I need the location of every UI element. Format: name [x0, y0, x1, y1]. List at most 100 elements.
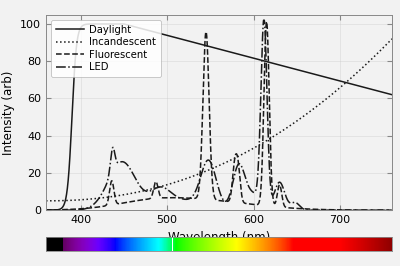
Bar	[179, 237, 180, 251]
Bar	[329, 237, 330, 251]
Bar	[182, 237, 183, 251]
Bar	[145, 237, 146, 251]
Daylight	[121, 22, 126, 26]
Bar	[359, 237, 360, 251]
Bar	[220, 237, 221, 251]
Bar	[208, 237, 209, 251]
Bar	[50, 237, 51, 251]
Bar	[378, 237, 379, 251]
Bar	[331, 237, 332, 251]
Bar	[202, 237, 203, 251]
Bar	[286, 237, 287, 251]
Bar	[273, 237, 274, 251]
Bar	[75, 237, 76, 251]
Bar	[72, 237, 73, 251]
Bar	[184, 237, 185, 251]
Bar	[246, 237, 247, 251]
Bar	[73, 237, 74, 251]
Bar	[297, 237, 298, 251]
Bar	[122, 237, 123, 251]
Bar	[354, 237, 355, 251]
Bar	[102, 237, 103, 251]
Bar	[144, 237, 145, 251]
Bar	[125, 237, 126, 251]
Bar	[360, 237, 361, 251]
Bar	[55, 237, 56, 251]
Bar	[310, 237, 311, 251]
Bar	[318, 237, 319, 251]
Bar	[268, 237, 269, 251]
Bar	[277, 237, 278, 251]
Bar	[165, 237, 166, 251]
Bar	[257, 237, 258, 251]
Incandescent	[83, 198, 88, 201]
Bar	[201, 237, 202, 251]
Bar	[379, 237, 380, 251]
Bar	[170, 237, 171, 251]
Bar	[373, 237, 374, 251]
Bar	[256, 237, 257, 251]
Bar	[290, 237, 291, 251]
Bar	[136, 237, 137, 251]
Fluorescent	[390, 209, 394, 212]
Bar	[74, 237, 75, 251]
Bar	[263, 237, 264, 251]
Bar	[205, 237, 206, 251]
Bar	[143, 237, 144, 251]
Bar	[92, 237, 93, 251]
Bar	[160, 237, 161, 251]
Bar	[271, 237, 272, 251]
Bar	[67, 237, 68, 251]
Bar	[322, 237, 323, 251]
Bar	[321, 237, 322, 251]
Bar	[54, 237, 55, 251]
Bar	[81, 237, 82, 251]
Incandescent	[390, 37, 394, 40]
Bar	[48, 237, 49, 251]
Bar	[247, 237, 248, 251]
Bar	[225, 237, 226, 251]
Bar	[229, 237, 230, 251]
Bar	[241, 237, 242, 251]
Bar	[206, 237, 207, 251]
Bar	[156, 237, 157, 251]
Bar	[192, 237, 193, 251]
Bar	[83, 237, 84, 251]
Bar	[105, 237, 106, 251]
Bar	[347, 237, 348, 251]
Bar	[348, 237, 349, 251]
Bar	[181, 237, 182, 251]
Bar	[330, 237, 331, 251]
LED	[83, 207, 88, 210]
Bar	[304, 237, 305, 251]
Bar	[171, 237, 172, 251]
Bar	[302, 237, 303, 251]
Bar	[84, 237, 85, 251]
Bar	[383, 237, 384, 251]
Bar	[259, 237, 260, 251]
Bar	[323, 237, 324, 251]
Bar	[149, 237, 150, 251]
Bar	[123, 237, 124, 251]
Bar	[174, 237, 175, 251]
Bar	[52, 237, 53, 251]
Incandescent	[176, 180, 181, 183]
Bar	[252, 237, 253, 251]
Bar	[326, 237, 327, 251]
Bar	[307, 237, 308, 251]
Bar	[372, 237, 373, 251]
Bar	[213, 237, 214, 251]
Bar	[337, 237, 338, 251]
Bar	[368, 237, 369, 251]
Bar	[305, 237, 306, 251]
Bar	[382, 237, 383, 251]
Bar	[68, 237, 69, 251]
Bar	[132, 237, 133, 251]
LED	[346, 209, 350, 212]
Bar	[332, 237, 333, 251]
Bar	[320, 237, 321, 251]
Bar	[335, 237, 336, 251]
Bar	[353, 237, 354, 251]
LED	[261, 19, 266, 22]
Bar	[358, 237, 359, 251]
